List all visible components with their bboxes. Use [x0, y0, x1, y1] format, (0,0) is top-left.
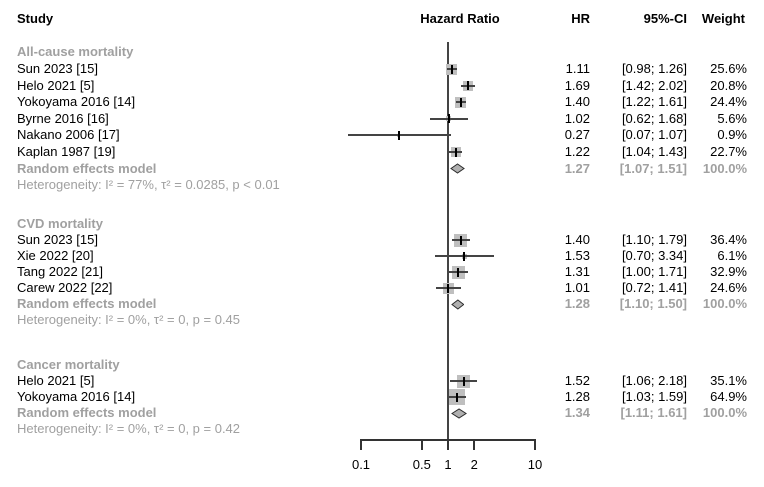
point-estimate-tick — [454, 147, 457, 157]
weight-value: 0.9% — [717, 127, 747, 143]
point-estimate-tick — [447, 283, 450, 293]
hr-value: 1.27 — [564, 160, 590, 176]
study-label: Byrne 2016 [16] — [17, 110, 109, 126]
axis-tick — [473, 439, 475, 450]
weight-value: 6.1% — [717, 248, 747, 263]
study-label: Helo 2021 [5] — [17, 77, 95, 93]
ci-value: [1.07; 1.51] — [619, 160, 687, 176]
heterogeneity-note: Heterogeneity: I² = 0%, τ² = 0, p = 0.42 — [17, 421, 241, 436]
point-estimate-tick — [456, 392, 459, 402]
ci-value: [1.04; 1.43] — [621, 144, 687, 159]
reference-line — [447, 42, 449, 439]
weight-value: 32.9% — [710, 264, 747, 279]
summary-label: Random effects model — [17, 296, 157, 311]
hr-value: 1.28 — [564, 389, 590, 404]
weight-value: 24.6% — [710, 280, 747, 295]
ci-value: [0.70; 3.34] — [621, 248, 687, 263]
axis-tick — [421, 439, 423, 450]
summary-diamond — [450, 298, 465, 310]
ci-value: [0.72; 1.41] — [621, 280, 687, 295]
weight-value: 36.4% — [710, 232, 747, 247]
study-label: Xie 2022 [20] — [17, 248, 94, 263]
column-header-ci: 95%-CI — [643, 11, 687, 26]
study-label: Tang 2022 [21] — [17, 264, 104, 279]
study-label: Sun 2023 [15] — [17, 232, 98, 247]
hr-value: 1.31 — [564, 264, 590, 279]
point-estimate-tick — [450, 64, 453, 74]
column-header-hazard-ratio: Hazard Ratio — [420, 11, 500, 26]
ci-value: [1.00; 1.71] — [621, 264, 687, 279]
study-label: Nakano 2006 [17] — [17, 127, 120, 143]
heterogeneity-note: Heterogeneity: I² = 0%, τ² = 0, p = 0.45 — [17, 312, 241, 327]
ci-value: [1.10; 1.79] — [621, 232, 687, 247]
ci-value: [1.11; 1.61] — [620, 405, 688, 420]
hr-value: 0.27 — [564, 127, 590, 143]
point-estimate-tick — [463, 251, 466, 261]
hr-value: 1.02 — [564, 110, 590, 126]
weight-value: 100.0% — [702, 405, 747, 420]
point-estimate-tick — [459, 97, 462, 107]
point-estimate-tick — [462, 376, 465, 386]
weight-value: 100.0% — [702, 296, 747, 311]
study-label: Carew 2022 [22] — [17, 280, 113, 295]
study-label: Helo 2021 [5] — [17, 373, 95, 388]
weight-value: 64.9% — [710, 389, 747, 404]
point-estimate-tick — [466, 81, 469, 91]
weight-value: 24.4% — [710, 94, 747, 110]
study-label: Kaplan 1987 [19] — [17, 144, 116, 159]
hr-value: 1.28 — [564, 296, 590, 311]
hr-value: 1.53 — [564, 248, 590, 263]
column-header-hr: HR — [571, 11, 590, 26]
weight-value: 22.7% — [710, 144, 747, 159]
point-estimate-tick — [457, 267, 460, 277]
weight-value: 20.8% — [710, 77, 747, 93]
hr-value: 1.22 — [564, 144, 590, 159]
heterogeneity-note: Heterogeneity: I² = 77%, τ² = 0.0285, p … — [17, 177, 280, 193]
hr-value: 1.69 — [564, 77, 590, 93]
study-label: Yokoyama 2016 [14] — [17, 94, 136, 110]
weight-value: 100.0% — [702, 160, 747, 176]
hr-value: 1.40 — [564, 94, 590, 110]
axis-tick-label: 0.5 — [412, 457, 431, 472]
ci-value: [1.10; 1.50] — [619, 296, 687, 311]
column-header-weight: Weight — [701, 11, 745, 26]
point-estimate-tick — [397, 130, 400, 140]
axis-tick — [360, 439, 362, 450]
ci-value: [1.22; 1.61] — [621, 94, 687, 110]
ci-value: [0.07; 1.07] — [621, 127, 687, 143]
summary-diamond — [449, 163, 465, 174]
weight-value: 25.6% — [710, 61, 747, 76]
section-label: CVD mortality — [17, 216, 103, 231]
weight-value: 35.1% — [710, 373, 747, 388]
axis-tick-label: 2 — [470, 457, 478, 472]
axis-tick-label: 10 — [527, 457, 543, 472]
ci-value: [1.42; 2.02] — [621, 77, 687, 93]
summary-label: Random effects model — [17, 405, 157, 420]
hr-value: 1.34 — [564, 405, 590, 420]
summary-label: Random effects model — [17, 160, 157, 176]
ci-value: [0.98; 1.26] — [621, 61, 687, 76]
axis-tick — [447, 439, 449, 450]
ci-value: [1.06; 2.18] — [621, 373, 687, 388]
study-label: Yokoyama 2016 [14] — [17, 389, 136, 404]
weight-value: 5.6% — [717, 110, 747, 126]
section-label: Cancer mortality — [17, 357, 120, 372]
hr-value: 1.40 — [564, 232, 590, 247]
point-estimate-tick — [459, 235, 462, 245]
axis-tick-label: 0.1 — [351, 457, 371, 472]
section-label: All-cause mortality — [17, 44, 134, 59]
study-label: Sun 2023 [15] — [17, 61, 98, 76]
ci-value: [1.03; 1.59] — [621, 389, 687, 404]
hr-value: 1.11 — [565, 61, 590, 76]
axis-tick-label: 1 — [444, 457, 452, 472]
point-estimate-tick — [447, 114, 450, 124]
axis-tick — [534, 439, 536, 450]
column-header-study: Study — [17, 11, 54, 26]
hr-value: 1.01 — [564, 280, 590, 295]
ci-value: [0.62; 1.68] — [621, 110, 687, 126]
summary-diamond — [451, 407, 467, 419]
hr-value: 1.52 — [564, 373, 590, 388]
